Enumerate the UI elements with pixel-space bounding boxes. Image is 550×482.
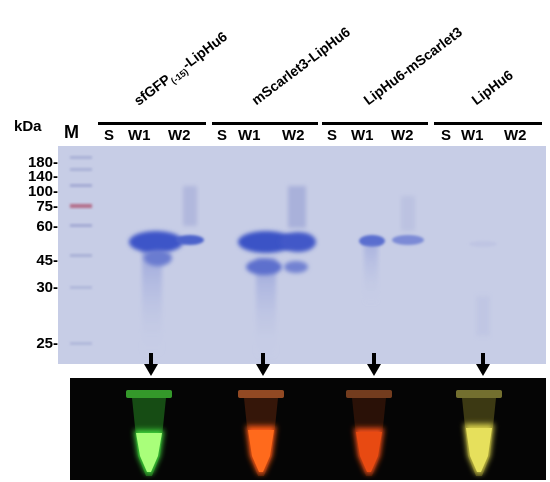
tube-liphu6 — [456, 390, 502, 476]
ladder-lane — [70, 156, 92, 345]
kda-unit-label: kDa — [14, 118, 42, 135]
gel-group-3-bands — [359, 196, 424, 306]
lane-label-w1: W1 — [461, 127, 484, 144]
lane-label-w1: W1 — [238, 127, 261, 144]
gel-group-2-bands — [238, 186, 316, 358]
lane-label-s: S — [104, 127, 115, 144]
sds-page-gel — [58, 146, 546, 364]
mw-marker-25: 25- — [36, 335, 58, 352]
marker-lane-label: M — [64, 122, 79, 142]
mw-marker-30: 30- — [36, 279, 58, 296]
tube-graphic — [126, 390, 502, 476]
lane-label-w2: W2 — [391, 127, 414, 144]
mw-marker-75: 75- — [36, 198, 58, 215]
mw-marker-140: 140- — [27, 168, 58, 185]
mw-marker-60: 60- — [36, 218, 58, 235]
lane-label-s: S — [441, 127, 452, 144]
group-line-3 — [322, 122, 428, 125]
group-line-1 — [98, 122, 206, 125]
gel-graphic — [70, 156, 497, 358]
fluorescence-tube-panel — [70, 378, 546, 480]
tube-sfgfp — [126, 390, 172, 476]
lane-label-w1: W1 — [351, 127, 374, 144]
down-arrow-icon — [144, 353, 158, 376]
tube-mscarlet3-liphu6 — [238, 390, 284, 476]
gel-group-1-bands — [129, 186, 204, 356]
gel-group-4-bands — [469, 241, 497, 336]
down-arrow-icon — [256, 353, 270, 376]
mw-marker-180: 180- — [27, 154, 58, 171]
mw-marker-100: 100- — [27, 183, 58, 200]
group-line-4 — [434, 122, 542, 125]
lane-label-w2: W2 — [168, 127, 191, 144]
lane-label-w2: W2 — [282, 127, 305, 144]
lane-label-s: S — [327, 127, 338, 144]
down-arrow-icon — [367, 353, 381, 376]
group-line-2 — [212, 122, 318, 125]
tube-liphu6-mscarlet3 — [346, 390, 392, 476]
mw-marker-45: 45- — [36, 252, 58, 269]
lane-label-w2: W2 — [504, 127, 527, 144]
down-arrow-icon — [476, 353, 490, 376]
lane-label-s: S — [217, 127, 228, 144]
lane-label-w1: W1 — [128, 127, 151, 144]
